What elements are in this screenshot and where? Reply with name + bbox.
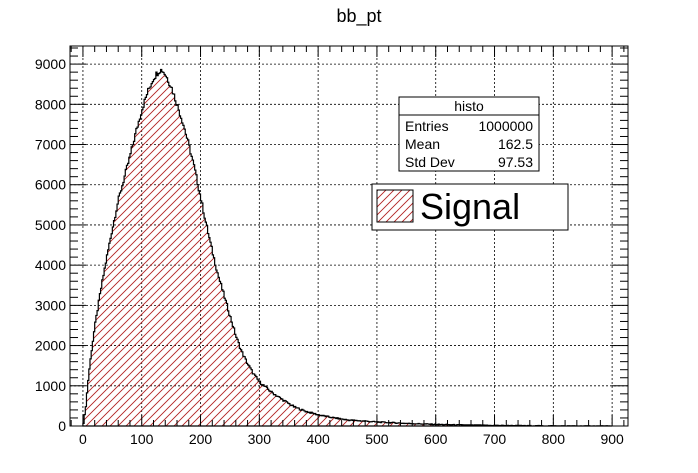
y-tick-label: 7000 [35, 137, 66, 153]
y-tick-label: 5000 [35, 217, 66, 233]
x-tick-label: 400 [306, 431, 330, 447]
stats-mean-value: 162.5 [498, 136, 533, 152]
chart-title: bb_pt [336, 6, 381, 27]
y-tick-label: 6000 [35, 177, 66, 193]
stats-box-title: histo [454, 98, 484, 114]
stats-entries-label: Entries [405, 118, 449, 134]
y-tick-label: 1000 [35, 378, 66, 394]
x-tick-label: 800 [542, 431, 566, 447]
x-axis: 0 100 200 300 400 500 600 700 800 900 [70, 46, 625, 447]
x-tick-label: 500 [365, 431, 389, 447]
x-tick-label: 900 [600, 431, 624, 447]
y-axis: 0 1000 2000 3000 4000 5000 6000 7000 8000 9000 [35, 47, 628, 434]
x-tick-label: 100 [130, 431, 154, 447]
stats-mean-label: Mean [405, 136, 440, 152]
plot-frame [69, 45, 629, 427]
y-tick-label: 3000 [35, 297, 66, 313]
stats-box-frame [398, 96, 540, 172]
y-tick-label: 2000 [35, 338, 66, 354]
legend: Signal [371, 183, 569, 231]
legend-label-signal: Signal [420, 186, 520, 227]
histogram-series [82, 68, 613, 427]
y-tick-label: 0 [58, 418, 66, 434]
y-tick-label: 8000 [35, 96, 66, 112]
stats-stddev-value: 97.53 [498, 154, 533, 170]
histogram-bars-signal [82, 68, 613, 427]
stats-stddev-label: Std Dev [405, 154, 455, 170]
stats-entries-value: 1000000 [478, 118, 533, 134]
x-tick-label: 600 [424, 431, 448, 447]
x-tick-label: 700 [483, 431, 507, 447]
x-tick-label: 0 [79, 431, 87, 447]
x-tick-label: 300 [248, 431, 272, 447]
y-tick-label: 9000 [35, 56, 66, 72]
x-tick-label: 200 [189, 431, 213, 447]
legend-swatch-signal [376, 189, 414, 223]
stats-box: histo Entries 1000000 Mean 162.5 Std Dev… [398, 96, 540, 172]
y-tick-label: 4000 [35, 257, 66, 273]
